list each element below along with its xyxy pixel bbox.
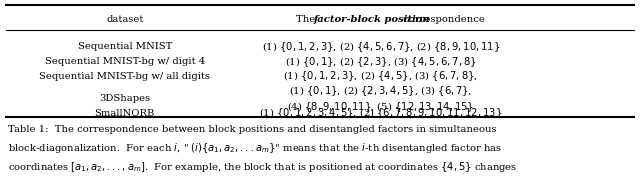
Text: (1) $\{0,1\}$, (2) $\{2,3,4,5\}$, (3) $\{6,7\}$,: (1) $\{0,1\}$, (2) $\{2,3,4,5\}$, (3) $\…	[289, 84, 472, 98]
Text: (1) $\{0,1\}$, (2) $\{2,3\}$, (3) $\{4,5,6,7,8\}$: (1) $\{0,1\}$, (2) $\{2,3\}$, (3) $\{4,5…	[285, 55, 477, 69]
Text: (1) $\{0,1,2,3\}$, (2) $\{4,5\}$, (3) $\{6,7,8\}$,: (1) $\{0,1,2,3\}$, (2) $\{4,5\}$, (3) $\…	[284, 69, 478, 83]
Text: SmallNORB: SmallNORB	[95, 109, 155, 118]
Text: Sequential MNIST: Sequential MNIST	[77, 43, 172, 51]
Text: (4) $\{8,9,10,11\}$, (5) $\{12,13,14,15\}$: (4) $\{8,9,10,11\}$, (5) $\{12,13,14,15\…	[287, 100, 474, 114]
Text: 3DShapes: 3DShapes	[99, 94, 150, 103]
Text: (1) $\{0,1,2,3\}$, (2) $\{4,5,6,7\}$, (2) $\{8,9,10,11\}$: (1) $\{0,1,2,3\}$, (2) $\{4,5,6,7\}$, (2…	[262, 40, 500, 54]
Text: coordinates $[a_1, a_2, ..., a_m]$.  For example, the block that is positioned a: coordinates $[a_1, a_2, ..., a_m]$. For …	[8, 160, 517, 174]
Text: block-diagonalization.  For each $i$, " $(i)\{a_1, a_2, ...a_m\}$" means that th: block-diagonalization. For each $i$, " $…	[8, 141, 502, 155]
Text: (1) $\{0,1,2,3,4,5\}$, (2) $\{6,7,8,9,10,11,12,13\}$: (1) $\{0,1,2,3,4,5\}$, (2) $\{6,7,8,9,10…	[259, 106, 502, 120]
Text: The: The	[296, 15, 319, 24]
Text: correspondence: correspondence	[400, 15, 485, 24]
Text: Table 1:  The correspondence between block positions and disentangled factors in: Table 1: The correspondence between bloc…	[8, 125, 496, 134]
Text: Sequential MNIST-bg w/ digit 4: Sequential MNIST-bg w/ digit 4	[45, 57, 205, 66]
Text: Sequential MNIST-bg w/ all digits: Sequential MNIST-bg w/ all digits	[39, 72, 211, 81]
Text: factor-block position: factor-block position	[314, 15, 430, 24]
Text: dataset: dataset	[106, 15, 143, 24]
